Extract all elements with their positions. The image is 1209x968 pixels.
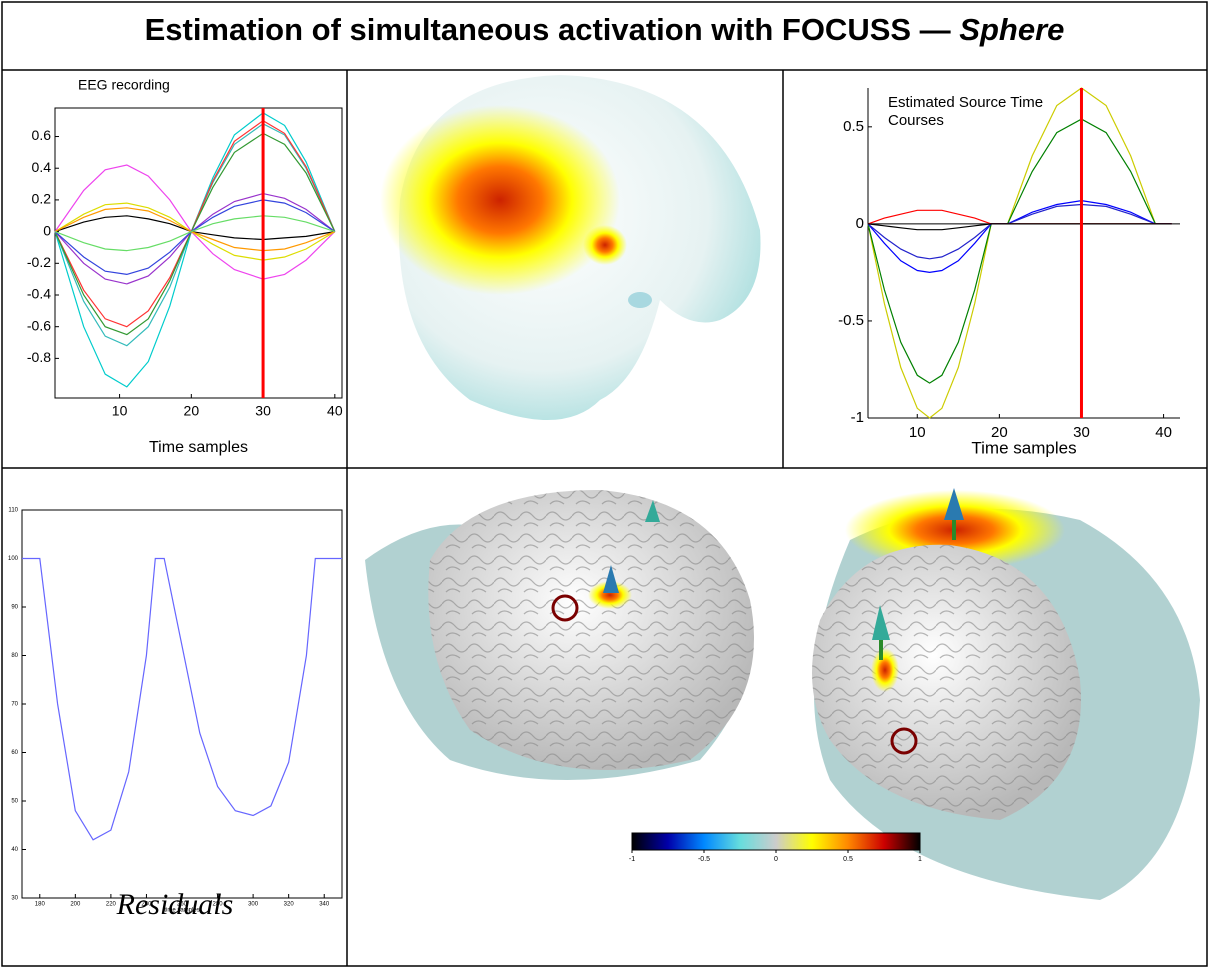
y-tick-label: 60 [11, 750, 18, 756]
y-tick-label: -0.2 [27, 254, 51, 270]
x-axis-label: Time samples [971, 438, 1076, 457]
series-line [54, 215, 335, 252]
plot-frame [21, 509, 343, 899]
series-line [867, 118, 1172, 384]
x-tick-label: 320 [284, 902, 295, 908]
colorbar-tick-label: 0 [774, 856, 778, 863]
y-tick-label: -0.5 [838, 312, 864, 329]
y-tick-label: 30 [11, 896, 18, 902]
y-tick-label: 70 [11, 702, 18, 708]
y-tick-label: 40 [11, 847, 18, 853]
y-tick-label: -0.4 [27, 286, 51, 302]
x-tick-label: 240 [141, 902, 152, 908]
x-tick-label: 200 [70, 902, 81, 908]
x-axis-label: Time samples [149, 439, 248, 456]
y-tick-label: 0.2 [32, 191, 52, 207]
colorbar-tick-label: -0.5 [698, 856, 710, 863]
y-tick-label: 110 [8, 508, 18, 514]
y-tick-label: -0.6 [27, 317, 51, 333]
colorbar-tick-label: 0.5 [843, 856, 853, 863]
colorbar-tick-label: -1 [629, 856, 635, 863]
slide-title: Estimation of simultaneous activation wi… [0, 12, 1209, 48]
series-line [54, 112, 336, 388]
x-tick-label: 340 [319, 902, 330, 908]
x-tick-label: 10 [112, 403, 128, 419]
y-tick-label: 100 [8, 556, 19, 562]
series-line [867, 223, 1172, 231]
x-tick-label: 40 [1155, 424, 1172, 441]
y-tick-label: 90 [11, 605, 18, 611]
title-emphasis: Sphere [959, 12, 1065, 47]
y-tick-label: 0 [856, 215, 864, 232]
y-tick-label: 0.5 [843, 118, 864, 135]
head-image [380, 75, 761, 420]
y-tick-label: 80 [11, 653, 18, 659]
x-tick-label: 180 [35, 902, 46, 908]
x-tick-label: 40 [327, 403, 343, 419]
brain-left [365, 490, 754, 780]
y-tick-label: 0 [43, 222, 51, 238]
title-main: Estimation of simultaneous activation wi… [144, 12, 951, 47]
y-tick-label: 0.4 [32, 159, 52, 175]
brain-right [812, 488, 1200, 900]
y-tick-label: -0.8 [27, 349, 51, 365]
x-tick-label: 220 [106, 902, 117, 908]
y-tick-label: 50 [11, 799, 18, 805]
plot-frame [54, 107, 343, 399]
plot-area [54, 112, 336, 388]
plot-area [22, 557, 342, 841]
y-tick-label: -1 [851, 409, 864, 426]
series-line [22, 557, 342, 841]
x-tick-label: 20 [184, 403, 200, 419]
series-line [867, 203, 1172, 260]
x-tick-label: 20 [991, 424, 1008, 441]
chart-title: Estimated Source Time Courses [888, 94, 1044, 129]
x-tick-label: 280 [213, 902, 224, 908]
caption: Residuals [116, 888, 234, 921]
x-axis-label: time samples [164, 908, 199, 914]
x-tick-label: 30 [255, 403, 271, 419]
x-tick-label: 30 [1073, 424, 1090, 441]
y-tick-label: 0.6 [32, 127, 52, 143]
x-tick-label: 260 [177, 902, 188, 908]
x-tick-label: 300 [248, 902, 259, 908]
colorbar-tick-label: 1 [918, 856, 922, 863]
x-tick-label: 10 [909, 424, 926, 441]
plot-area [867, 87, 1172, 419]
colorbar [631, 832, 921, 851]
chart-title: EEG recording [78, 77, 170, 93]
